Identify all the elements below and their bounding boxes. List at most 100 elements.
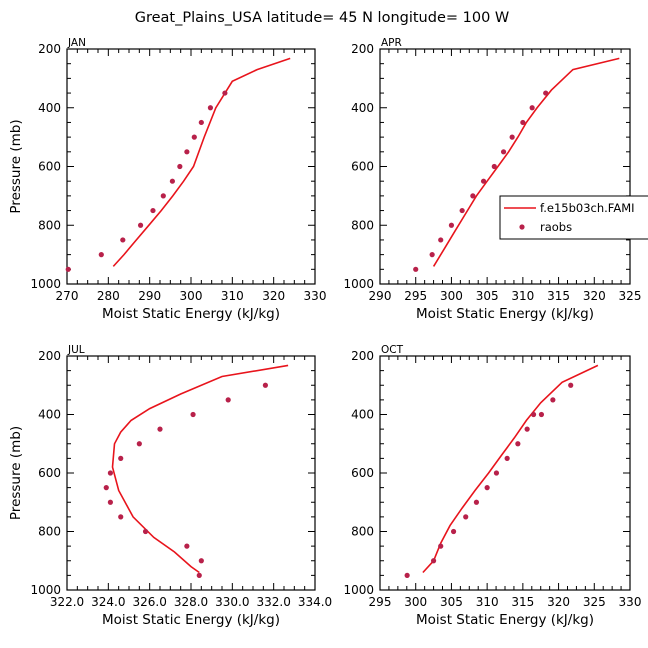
x-tick-label: 310 [511,289,534,303]
y-tick-label: 600 [351,160,374,174]
raobs-point [177,163,183,170]
x-tick-label: 325 [619,289,642,303]
y-axis-title: Pressure (mb) [8,119,24,213]
legend-marker-swatch [519,224,525,230]
raobs-point [207,105,214,111]
raobs-point [470,193,476,199]
y-axis-title: Pressure (mb) [8,426,24,520]
y-tick-label: 600 [38,160,61,174]
raobs-point [473,499,480,505]
y-tick-label: 400 [351,101,374,115]
raobs-point [262,382,268,388]
y-tick-label: 200 [351,42,374,56]
raobs-point [529,105,535,111]
x-tick-label: 315 [547,289,570,303]
y-tick-label: 400 [38,101,61,115]
raobs-point [142,528,149,535]
y-tick-label: 600 [38,466,61,480]
x-tick-label: 300 [180,289,203,303]
x-tick-label: 330.0 [215,595,249,609]
raobs-point [222,90,228,96]
x-tick-label: 334.0 [298,595,332,609]
panel-label: JUL [67,344,85,356]
panel-label: OCT [381,344,404,356]
y-tick-label: 800 [38,525,61,539]
raobs-point [190,411,196,418]
raobs-point [491,163,497,170]
y-tick-label: 400 [38,408,61,422]
x-tick-label: 290 [138,289,161,303]
raobs-point [118,455,124,461]
x-axis-title: Moist Static Energy (kJ/kg) [102,612,280,628]
raobs-point [520,119,526,126]
legend-box [499,195,648,240]
x-tick-label: 330 [304,289,327,303]
x-tick-label: 300 [440,289,463,303]
raobs-point [225,397,231,403]
x-tick-label: 315 [511,595,534,609]
x-tick-label: 280 [97,289,120,303]
model-profile-line [422,364,599,574]
model-profile-line [111,364,289,574]
raobs-point [484,485,490,491]
raobs-point [463,514,469,520]
x-tick-label: 324.0 [91,595,125,609]
x-axis-title: Moist Static Energy (kJ/kg) [416,612,594,628]
raobs-point [438,237,444,243]
x-axis-title: Moist Static Energy (kJ/kg) [102,306,280,322]
raobs-point [404,572,410,578]
x-tick-label: 300 [404,595,427,609]
raobs-point [169,178,175,184]
x-tick-label: 295 [369,595,392,609]
x-tick-label: 325 [583,595,606,609]
plot-frame [66,355,316,591]
raobs-point [438,543,444,549]
raobs-point [413,266,419,272]
x-tick-label: 270 [56,289,79,303]
y-tick-label: 800 [351,525,374,539]
panel-jan: JAN 270 280 290 300 310 320 330 200 400 600 800 1000… [8,37,326,322]
y-tick-label: 1000 [343,277,374,291]
x-tick-label: 290 [369,289,392,303]
raobs-point [198,119,204,126]
model-profile-line [112,57,291,267]
panel-label: JAN [67,37,86,49]
raobs-point [538,411,545,418]
x-tick-label: 310 [476,595,499,609]
y-tick-label: 200 [38,349,61,363]
raobs-point [515,441,521,447]
y-tick-label: 1000 [343,583,374,597]
raobs-point [65,266,71,272]
raobs-point [550,397,556,403]
panel-oct: OCT 295 300 305 310 315 320 325 330 200 400 600 800 1… [343,344,641,628]
raobs-point [493,470,500,476]
raobs-point [136,441,142,447]
raobs-point [196,572,202,578]
raobs-point [118,514,124,520]
raobs-point [98,252,104,258]
plot-frame [379,48,631,285]
raobs-point [160,193,166,199]
x-tick-label: 305 [476,289,499,303]
raobs-point [448,222,455,228]
x-tick-label: 305 [440,595,463,609]
raobs-point [500,149,507,155]
model-profile-line [432,57,620,267]
x-tick-label: 310 [221,289,244,303]
raobs-point [509,134,515,140]
raobs-point [157,426,163,432]
legend-label: raobs [540,220,572,234]
y-tick-label: 800 [38,218,61,232]
raobs-point [184,149,190,155]
raobs-point [430,558,437,564]
y-tick-label: 1000 [30,277,61,291]
raobs-point [184,543,190,549]
x-tick-label: 330 [619,595,642,609]
raobs-point [568,382,574,388]
x-tick-label: 332.0 [256,595,290,609]
raobs-point [429,252,435,258]
raobs-point [107,470,113,476]
y-tick-label: 1000 [30,583,61,597]
raobs-point [120,237,126,243]
